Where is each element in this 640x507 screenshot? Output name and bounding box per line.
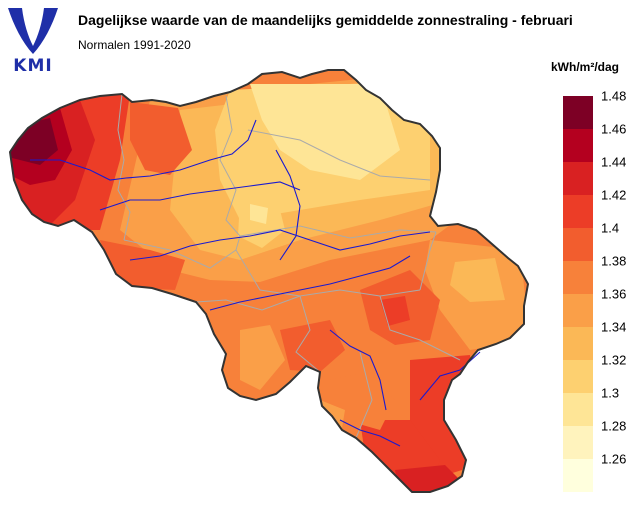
legend-label: 1.38 bbox=[601, 253, 627, 269]
legend-swatch bbox=[563, 195, 593, 228]
logo-text: KMI bbox=[13, 56, 53, 76]
belgium-map bbox=[9, 69, 529, 493]
legend-unit: kWh/m²/dag bbox=[551, 60, 619, 74]
rivers bbox=[30, 119, 481, 447]
legend-label: 1.48 bbox=[601, 88, 627, 104]
legend-label: 1.46 bbox=[601, 121, 627, 137]
legend-swatch bbox=[563, 129, 593, 162]
legend-label: 1.34 bbox=[601, 319, 627, 335]
legend-swatch bbox=[563, 360, 593, 393]
legend-swatch bbox=[563, 393, 593, 426]
map-subtitle: Normalen 1991-2020 bbox=[78, 38, 191, 52]
legend-swatch bbox=[563, 261, 593, 294]
color-legend: 1.48 1.46 1.44 1.42 1.4 1.38 1.36 1.34 1.32 1.3 1.… bbox=[563, 89, 640, 492]
legend-label: 1.28 bbox=[601, 418, 627, 434]
legend-label: 1.26 bbox=[601, 451, 627, 467]
legend-swatch bbox=[563, 426, 593, 459]
legend-swatch bbox=[563, 162, 593, 195]
legend-swatch bbox=[563, 459, 593, 492]
legend-label: 1.44 bbox=[601, 154, 627, 170]
legend-label: 1.42 bbox=[601, 187, 627, 203]
kmi-logo: KMI bbox=[4, 6, 62, 76]
legend-swatch bbox=[563, 327, 593, 360]
legend-label: 1.32 bbox=[601, 352, 627, 368]
legend-label: 1.3 bbox=[601, 385, 620, 401]
legend-swatch bbox=[563, 96, 593, 129]
legend-swatch bbox=[563, 228, 593, 261]
kmi-logo-mark bbox=[8, 8, 58, 54]
province-boundaries bbox=[117, 93, 461, 439]
radiation-field bbox=[10, 70, 528, 492]
map-title: Dagelijkse waarde van de maandelijks gem… bbox=[78, 12, 573, 28]
legend-swatch bbox=[563, 294, 593, 327]
legend-label: 1.36 bbox=[601, 286, 627, 302]
legend-label: 1.4 bbox=[601, 220, 620, 236]
